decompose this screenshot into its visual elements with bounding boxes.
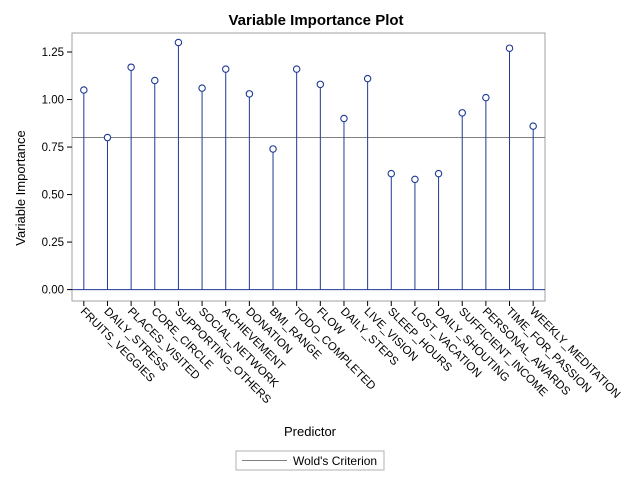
- chart-title: Variable Importance Plot: [228, 12, 403, 29]
- marker-daily_steps: [340, 114, 348, 123]
- legend-label: Wold's Criterion: [293, 454, 377, 468]
- marker-personal_awards: [482, 93, 490, 102]
- marker-core_circle: [151, 76, 159, 85]
- marker-achievement: [221, 65, 230, 73]
- marker-daily_stress: [103, 133, 112, 142]
- legend: Wold's Criterion: [235, 450, 385, 471]
- y-tick-label: 1.25: [42, 47, 64, 59]
- marker-sufficient_income: [458, 109, 466, 117]
- marker-flow: [316, 80, 325, 89]
- y-tick-label: 0.25: [42, 237, 64, 249]
- marker-daily_shouting: [434, 169, 443, 178]
- y-axis-title: Variable Importance: [13, 130, 28, 245]
- marker-weekly_meditation: [529, 122, 537, 130]
- marker-lost_vacation: [411, 175, 419, 184]
- x-axis-title: Predictor: [284, 424, 337, 439]
- y-tick-label: 0.50: [42, 190, 64, 202]
- y-tick-label: 0.00: [42, 285, 64, 297]
- y-tick-label: 0.75: [42, 142, 64, 154]
- marker-live_vision: [363, 74, 372, 83]
- marker-time_for_passion: [505, 44, 514, 52]
- marker-sleep_hours: [387, 169, 396, 178]
- marker-social_network: [198, 84, 206, 92]
- marker-fruits_veggies: [80, 86, 88, 94]
- marker-todo_completed: [292, 65, 301, 73]
- marker-supporting_others: [174, 38, 183, 47]
- legend-frame: [235, 450, 385, 471]
- marker-places_visited: [127, 63, 135, 71]
- y-tick-label: 1.00: [42, 95, 64, 107]
- marker-bmi_range: [269, 145, 277, 153]
- marker-donation: [245, 90, 254, 98]
- plot-frame: [71, 32, 546, 302]
- plot-area: 0.000.250.500.751.001.25FRUITS_VEGGIESDA…: [42, 32, 622, 406]
